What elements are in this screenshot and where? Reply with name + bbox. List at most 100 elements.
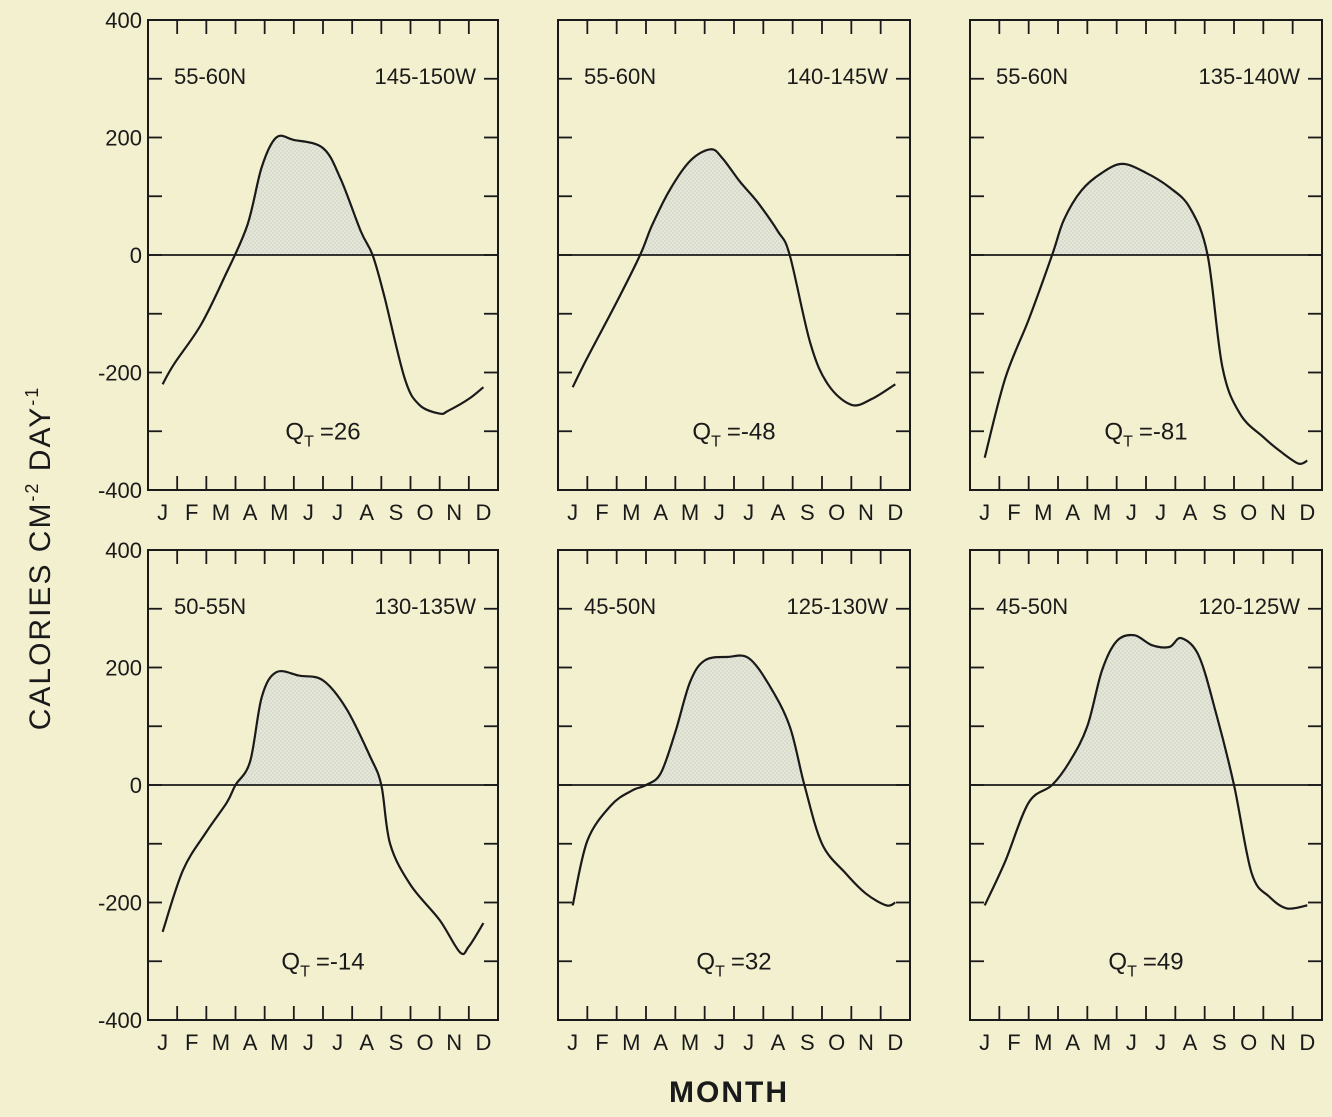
month-tick-label: M: [1093, 1030, 1111, 1055]
y-axis-label-main: CALORIES CM: [24, 502, 57, 731]
data-curve: [571, 654, 896, 907]
qt-subscript: T: [304, 433, 314, 450]
month-tick-label: J: [332, 500, 343, 525]
panel-lon-label: 130-135W: [374, 594, 476, 619]
month-tick-label: J: [157, 1030, 168, 1055]
qt-symbol: Q: [696, 948, 715, 975]
month-tick-label: J: [567, 1030, 578, 1055]
panel-lon-label: 120-125W: [1198, 594, 1300, 619]
month-tick-label: A: [1183, 500, 1198, 525]
month-tick-label: A: [243, 500, 258, 525]
month-tick-label: A: [771, 1030, 786, 1055]
panel-lat-label: 45-50N: [584, 594, 656, 619]
month-tick-label: A: [243, 1030, 258, 1055]
month-tick-label: F: [1007, 1030, 1020, 1055]
month-tick-label: S: [800, 500, 815, 525]
month-tick-label: A: [653, 500, 668, 525]
month-tick-label: O: [1240, 1030, 1257, 1055]
month-tick-label: J: [979, 1030, 990, 1055]
x-axis-label: MONTH: [669, 1076, 789, 1109]
month-tick-label: N: [858, 1030, 874, 1055]
qt-annotation: QT =-81: [1104, 418, 1187, 450]
qt-symbol: Q: [281, 948, 300, 975]
month-tick-label: J: [743, 500, 754, 525]
month-tick-label: J: [1155, 1030, 1166, 1055]
month-tick-label: A: [1065, 500, 1080, 525]
month-tick-label: M: [1034, 1030, 1052, 1055]
data-curve: [571, 148, 896, 407]
month-tick-label: O: [1240, 500, 1257, 525]
qt-symbol: Q: [285, 418, 304, 445]
positive-area-fill: [572, 655, 896, 785]
month-tick-label: J: [157, 500, 168, 525]
month-tick-label: F: [1007, 500, 1020, 525]
month-tick-label: M: [212, 500, 230, 525]
panel-lon-label: 135-140W: [1198, 64, 1300, 89]
panel-lat-label: 55-60N: [584, 64, 656, 89]
month-tick-label: F: [595, 500, 608, 525]
month-tick-label: A: [359, 500, 374, 525]
y-tick-label: 0: [130, 243, 142, 268]
month-tick-label: M: [270, 1030, 288, 1055]
month-tick-label: A: [771, 500, 786, 525]
month-tick-label: N: [446, 1030, 462, 1055]
panel-lat-label: 50-55N: [174, 594, 246, 619]
month-tick-label: M: [622, 500, 640, 525]
month-tick-label: M: [1034, 500, 1052, 525]
month-tick-label: S: [1212, 1030, 1227, 1055]
y-tick-label: -400: [98, 1008, 142, 1033]
y-axis-label-sup2: -1: [22, 386, 42, 406]
panel-lon-label: 125-130W: [786, 594, 888, 619]
panel-lon-label: 140-145W: [786, 64, 888, 89]
y-tick-label: 400: [105, 538, 142, 563]
panel-lat-label: 55-60N: [174, 64, 246, 89]
month-tick-label: J: [303, 500, 314, 525]
month-tick-label: N: [1270, 1030, 1286, 1055]
qt-subscript: T: [1123, 433, 1133, 450]
y-tick-label: 200: [105, 656, 142, 681]
month-tick-label: J: [979, 500, 990, 525]
qt-value: =-81: [1139, 418, 1188, 445]
qt-value: =49: [1143, 948, 1184, 975]
month-tick-label: S: [1212, 500, 1227, 525]
y-tick-label: -200: [98, 361, 142, 386]
month-tick-label: J: [1126, 500, 1137, 525]
month-tick-label: D: [887, 1030, 903, 1055]
qt-symbol: Q: [692, 418, 711, 445]
qt-subscript: T: [711, 433, 721, 450]
qt-subscript: T: [1127, 963, 1137, 980]
qt-value: =-14: [316, 948, 365, 975]
qt-value: =32: [731, 948, 772, 975]
month-tick-label: J: [332, 1030, 343, 1055]
qt-value: =26: [320, 418, 361, 445]
qt-annotation: QT =26: [285, 418, 360, 450]
panel-lon-label: 145-150W: [374, 64, 476, 89]
month-tick-label: D: [475, 1030, 491, 1055]
y-axis-label: CALORIES CM-2 DAY-1: [22, 386, 57, 731]
qt-value: =-48: [727, 418, 776, 445]
data-curve: [983, 633, 1308, 910]
qt-subscript: T: [300, 963, 310, 980]
month-tick-label: N: [1270, 500, 1286, 525]
month-tick-label: M: [270, 500, 288, 525]
month-tick-label: S: [389, 1030, 404, 1055]
qt-symbol: Q: [1104, 418, 1123, 445]
data-curve: [983, 162, 1308, 465]
month-tick-label: M: [681, 500, 699, 525]
month-tick-label: S: [800, 1030, 815, 1055]
positive-area-fill: [984, 634, 1308, 785]
y-tick-label: 0: [130, 773, 142, 798]
month-tick-label: J: [714, 1030, 725, 1055]
month-tick-label: D: [887, 500, 903, 525]
qt-annotation: QT =49: [1108, 948, 1183, 980]
month-tick-label: M: [1093, 500, 1111, 525]
month-tick-label: D: [1299, 500, 1315, 525]
y-tick-label: -400: [98, 478, 142, 503]
qt-subscript: T: [715, 963, 725, 980]
month-tick-label: J: [567, 500, 578, 525]
